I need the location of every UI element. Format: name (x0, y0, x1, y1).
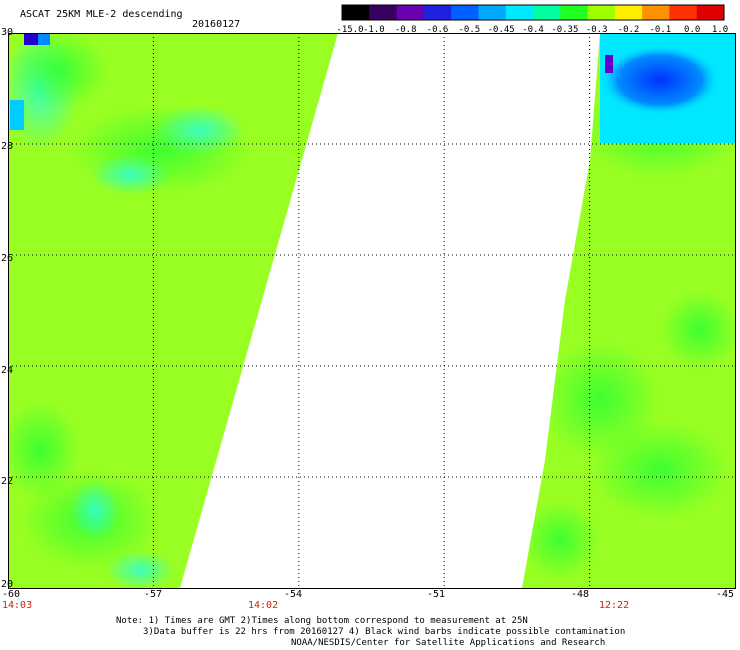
lon-label-60w: -60 (2, 589, 21, 600)
colorbar-tick-label: -0.45 (487, 25, 515, 35)
lat-label-30: 30 (1, 27, 14, 38)
lon-label-45w: -45 (716, 589, 735, 600)
lon-label-51w: -51 (427, 589, 446, 600)
lon-label-54w: -54 (284, 589, 303, 600)
colorbar-swatch (451, 5, 479, 20)
colorbar-swatch (342, 5, 370, 20)
right-swath (522, 33, 735, 588)
lon-label-48w: -48 (571, 589, 590, 600)
colorbar-tick-label: 0.0 (684, 25, 701, 35)
colorbar-tick-label: -0.2 (617, 25, 640, 35)
colorbar-swatch (369, 5, 398, 20)
colorbar-frame (341, 4, 725, 21)
colorbar-tick-label: -1.0 (362, 25, 385, 35)
colorbar-swatch (669, 5, 698, 20)
colorbar-tick-label: -0.1 (649, 25, 672, 35)
colorbar-tick-label: -0.6 (426, 25, 449, 35)
colorbar-swatch (533, 5, 561, 20)
colorbar-swatch (396, 5, 425, 20)
colorbar-tick-label: -0.5 (458, 25, 481, 35)
lat-label-20: 20 (1, 579, 14, 590)
colorbar-swatch (587, 5, 616, 20)
colorbar-swatch (423, 5, 452, 20)
colorbar-swatch (614, 5, 643, 20)
lat-label-22: 22 (1, 476, 14, 487)
left-swath (8, 33, 338, 588)
note-line-1: Note: 1) Times are GMT 2)Times along bot… (116, 616, 528, 626)
product-date: 20160127 (192, 19, 241, 30)
colorbar-swatch (696, 5, 725, 20)
lat-label-26: 26 (1, 253, 14, 264)
colorbar-swatch (505, 5, 534, 20)
note-line-2: 3)Data buffer is 22 hrs from 20160127 4)… (143, 627, 626, 637)
colorbar-tick-label: -15.0 (336, 25, 364, 35)
pass-time-1222: 12:22 (599, 600, 630, 611)
product-title: ASCAT 25KM MLE-2 descending (20, 9, 183, 20)
map-frame (8, 33, 736, 589)
colorbar-tick-label: -0.8 (394, 25, 417, 35)
colorbar-tick-label: -0.35 (551, 25, 579, 35)
colorbar-swatch (560, 5, 589, 20)
colorbar-tick-label: -0.3 (585, 25, 608, 35)
colorbar (341, 4, 725, 21)
pass-time-1402: 14:02 (248, 600, 279, 611)
colorbar-tick-label: 1.0 (711, 25, 729, 35)
lat-lon-grid (8, 33, 735, 588)
colorbar-swatch (642, 5, 670, 20)
colorbar-tick-label: -0.4 (522, 25, 544, 35)
colorbar-swatch (478, 5, 507, 20)
note-line-3: NOAA/NESDIS/Center for Satellite Applica… (291, 638, 606, 648)
lon-label-57w: -57 (144, 589, 163, 600)
pass-time-1403: 14:03 (2, 600, 33, 611)
lat-label-24: 24 (1, 365, 14, 376)
lat-label-28: 28 (1, 141, 14, 152)
